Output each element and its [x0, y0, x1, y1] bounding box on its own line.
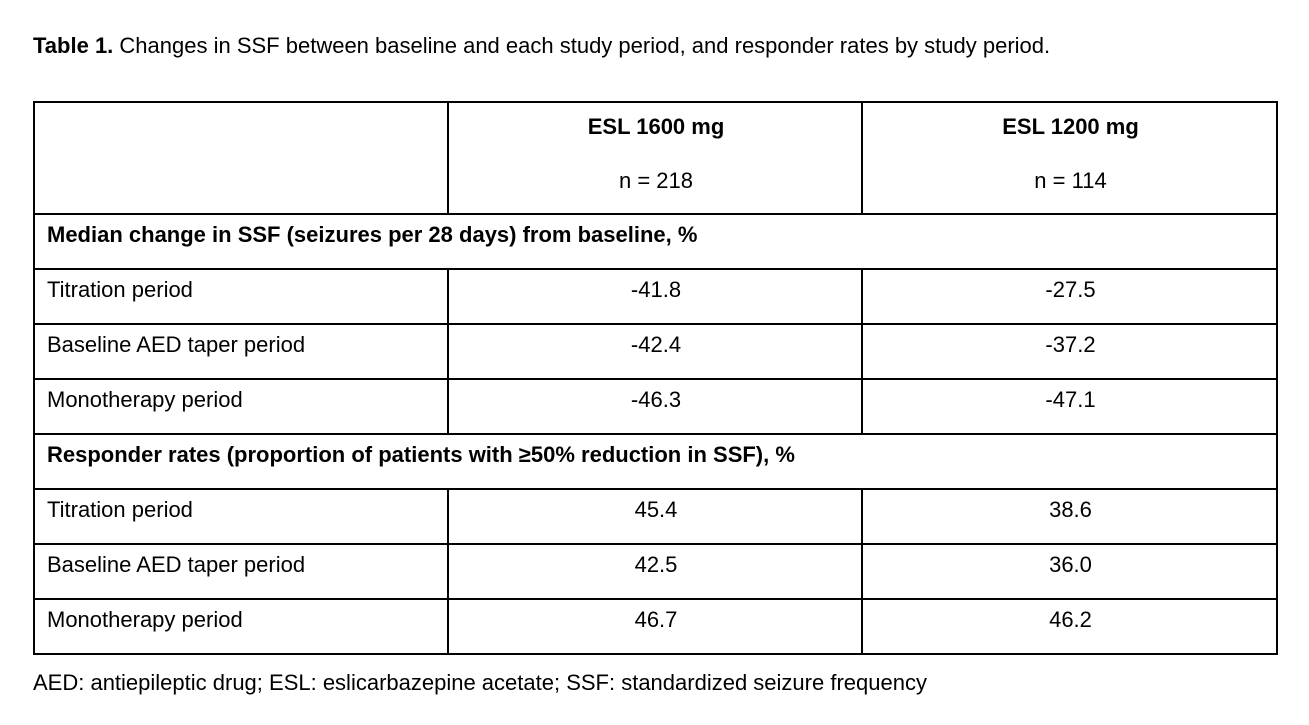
header-empty-cell [33, 101, 449, 215]
table-row: Monotherapy period -46.3 -47.1 [33, 378, 1278, 435]
column-header-n: n = 218 [618, 168, 693, 193]
value-cell-esl1200: 38.6 [861, 488, 1278, 545]
value-cell-esl1200: -47.1 [861, 378, 1278, 435]
value-cell-esl1200: 36.0 [861, 543, 1278, 600]
table-caption-label: Table 1. [33, 33, 114, 58]
results-table: ESL 1600 mg n = 218 ESL 1200 mg n = 114 … [33, 101, 1278, 655]
table-row: Monotherapy period 46.7 46.2 [33, 598, 1278, 655]
value-cell-esl1600: -42.4 [447, 323, 863, 380]
row-label-cell: Titration period [33, 268, 449, 325]
value-cell-esl1600: -41.8 [447, 268, 863, 325]
abbreviations-footnote: AED: antiepileptic drug; ESL: eslicarbaz… [33, 670, 927, 695]
row-label-cell: Monotherapy period [33, 598, 449, 655]
table-header-row: ESL 1600 mg n = 218 ESL 1200 mg n = 114 [33, 101, 1278, 215]
table-row: Baseline AED taper period 42.5 36.0 [33, 543, 1278, 600]
section-header-row: Responder rates (proportion of patients … [33, 433, 1278, 490]
section-header-median-change: Median change in SSF (seizures per 28 da… [33, 213, 1278, 270]
table-caption: Table 1. Changes in SSF between baseline… [33, 32, 1278, 60]
column-header-drug: ESL 1600 mg [587, 114, 725, 139]
header-cell-esl1600: ESL 1600 mg n = 218 [447, 101, 863, 215]
value-cell-esl1600: 42.5 [447, 543, 863, 600]
row-label-cell: Baseline AED taper period [33, 543, 449, 600]
column-header-drug: ESL 1200 mg [1002, 114, 1139, 139]
value-cell-esl1200: -37.2 [861, 323, 1278, 380]
header-cell-esl1200: ESL 1200 mg n = 114 [861, 101, 1278, 215]
value-cell-esl1600: -46.3 [447, 378, 863, 435]
row-label-cell: Titration period [33, 488, 449, 545]
section-header-row: Median change in SSF (seizures per 28 da… [33, 213, 1278, 270]
table-caption-text: Changes in SSF between baseline and each… [119, 33, 1051, 58]
document-page: Table 1. Changes in SSF between baseline… [33, 32, 1278, 695]
table-row: Baseline AED taper period -42.4 -37.2 [33, 323, 1278, 380]
value-cell-esl1600: 45.4 [447, 488, 863, 545]
table-row: Titration period -41.8 -27.5 [33, 268, 1278, 325]
value-cell-esl1600: 46.7 [447, 598, 863, 655]
section-header-responder-rates: Responder rates (proportion of patients … [33, 433, 1278, 490]
column-header-n: n = 114 [1034, 168, 1107, 193]
table-row: Titration period 45.4 38.6 [33, 488, 1278, 545]
row-label-cell: Monotherapy period [33, 378, 449, 435]
row-label-cell: Baseline AED taper period [33, 323, 449, 380]
value-cell-esl1200: 46.2 [861, 598, 1278, 655]
value-cell-esl1200: -27.5 [861, 268, 1278, 325]
